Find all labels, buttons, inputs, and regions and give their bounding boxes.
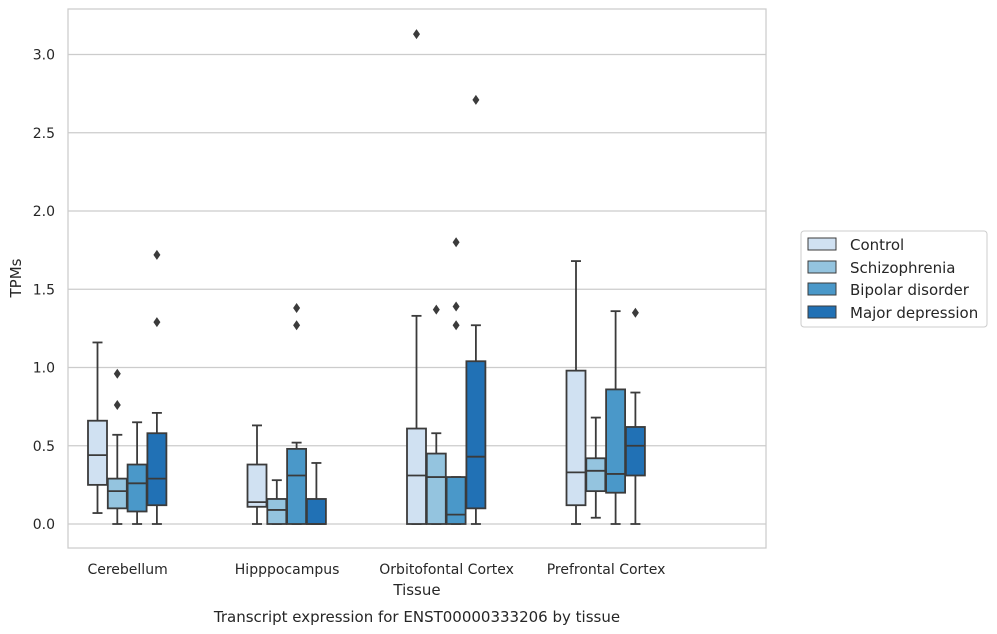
chart-caption: Transcript expression for ENST0000033320… [213, 608, 620, 626]
box-iqr [246, 463, 268, 508]
x-tick-label: Prefrontal Cortex [547, 562, 666, 578]
legend: Control Schizophrenia Bipolar disorder M… [800, 230, 988, 328]
outlier-point [631, 307, 639, 318]
outlier-point [452, 301, 460, 312]
x-tick-label: Hipppocampus [235, 562, 340, 578]
legend-label-control: Control [850, 236, 904, 254]
legend-swatch-bipolar-disorder [807, 282, 837, 296]
box-control [565, 260, 587, 525]
outlier-point [113, 368, 121, 379]
y-tick-label: 2.5 [33, 126, 55, 142]
outlier-point [452, 320, 460, 331]
x-tick-label: Orbitofontal Cortex [379, 562, 514, 578]
y-tick-label: 2.0 [33, 204, 55, 220]
outlier-point [153, 249, 161, 260]
box-groups [87, 29, 646, 525]
legend-frame [800, 230, 988, 328]
box-iqr [87, 419, 108, 486]
box-bipolar-disorder [445, 237, 467, 525]
outlier-point [293, 320, 301, 331]
box-control [406, 29, 427, 525]
box-iqr [305, 498, 327, 525]
x-tick-label: Cerebellum [87, 562, 167, 578]
legend-label-bipolar-disorder: Bipolar disorder [850, 281, 970, 299]
box-iqr [445, 476, 467, 525]
legend-swatch-control [807, 237, 837, 251]
y-tick-label: 0.5 [33, 439, 55, 455]
box-bipolar-disorder [126, 421, 148, 525]
outlier-point [472, 94, 480, 105]
box-iqr [266, 498, 288, 525]
box-control [87, 341, 108, 514]
box-schizophrenia [266, 479, 288, 525]
box-iqr [106, 477, 128, 510]
box-bipolar-disorder [605, 310, 626, 525]
box-iqr [605, 388, 626, 494]
box-major-depression [625, 307, 646, 525]
legend-label-schizophrenia: Schizophrenia [850, 259, 955, 277]
y-tick-labels: 0.0 0.5 1.0 1.5 2.0 2.5 3.0 [33, 48, 55, 534]
legend-swatch-schizophrenia [807, 260, 837, 274]
box-iqr [565, 369, 587, 507]
plot-frame [67, 8, 767, 549]
box-iqr [465, 360, 487, 510]
box-iqr [286, 447, 308, 525]
legend-label-major-depression: Major depression [850, 304, 978, 322]
outlier-point [293, 303, 301, 314]
box-schizophrenia [106, 368, 128, 525]
y-tick-label: 0.0 [33, 517, 55, 533]
outlier-point [432, 304, 440, 315]
outlier-point [113, 400, 121, 411]
outlier-point [153, 317, 161, 328]
box-control [246, 424, 268, 525]
box-major-depression [146, 249, 168, 525]
box-iqr [126, 463, 148, 513]
box-major-depression [465, 94, 487, 525]
box-major-depression [305, 462, 327, 525]
box-bipolar-disorder [286, 303, 308, 525]
y-tick-label: 1.0 [33, 361, 55, 377]
x-tick-labels: Cerebellum Hipppocampus Orbitofontal Corte… [87, 562, 665, 578]
box-schizophrenia [425, 304, 447, 525]
box-iqr [146, 432, 168, 507]
box-schizophrenia [585, 416, 607, 519]
outlier-point [413, 29, 420, 40]
x-axis-label: Tissue [392, 581, 440, 599]
box-iqr [625, 426, 646, 477]
outlier-point [452, 237, 460, 248]
y-tick-label: 1.5 [33, 282, 55, 298]
legend-swatch-major-depression [807, 305, 837, 319]
box-iqr [585, 457, 607, 493]
box-iqr [425, 452, 447, 525]
y-tick-label: 3.0 [33, 48, 55, 64]
y-axis-label: TPMs [7, 258, 25, 298]
